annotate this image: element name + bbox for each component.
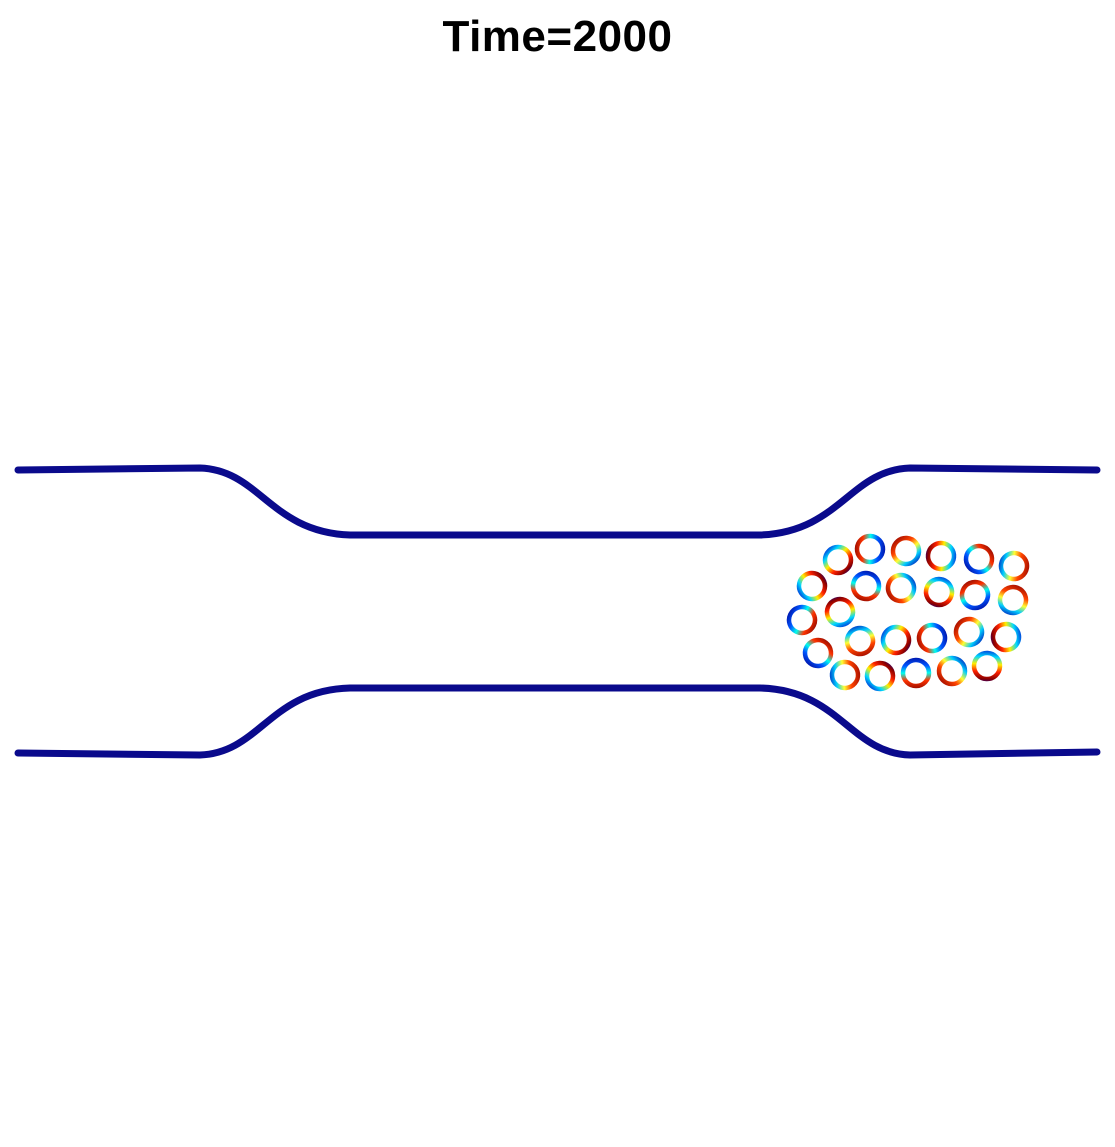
cell-ring xyxy=(963,543,995,575)
figure-title: Time=2000 xyxy=(442,12,673,61)
cell-ring xyxy=(997,584,1029,616)
cell-ring xyxy=(953,616,985,648)
channel-walls xyxy=(14,464,1101,759)
cell-ring xyxy=(880,624,912,656)
cell-ring xyxy=(854,533,886,565)
cell-ring xyxy=(850,570,882,602)
cell-ring xyxy=(936,655,968,687)
cell-ring xyxy=(796,570,828,602)
cell-ring xyxy=(990,621,1022,653)
cell-ring xyxy=(824,596,856,628)
lower-wall xyxy=(14,684,1101,759)
cell-ring xyxy=(802,637,834,669)
cell-ring xyxy=(822,544,854,576)
cell-cluster xyxy=(786,533,1030,692)
cell-ring xyxy=(923,576,955,608)
cell-ring xyxy=(890,535,922,567)
cell-ring xyxy=(971,650,1003,682)
upper-wall xyxy=(14,464,1101,539)
cell-ring xyxy=(959,579,991,611)
cell-ring xyxy=(829,659,861,691)
cell-ring xyxy=(844,625,876,657)
cell-ring xyxy=(916,622,948,654)
cell-ring xyxy=(786,604,818,636)
cell-ring xyxy=(864,660,896,692)
cell-ring xyxy=(900,657,932,689)
cell-ring xyxy=(998,550,1030,582)
cell-ring xyxy=(925,540,957,572)
cell-ring xyxy=(885,572,917,604)
